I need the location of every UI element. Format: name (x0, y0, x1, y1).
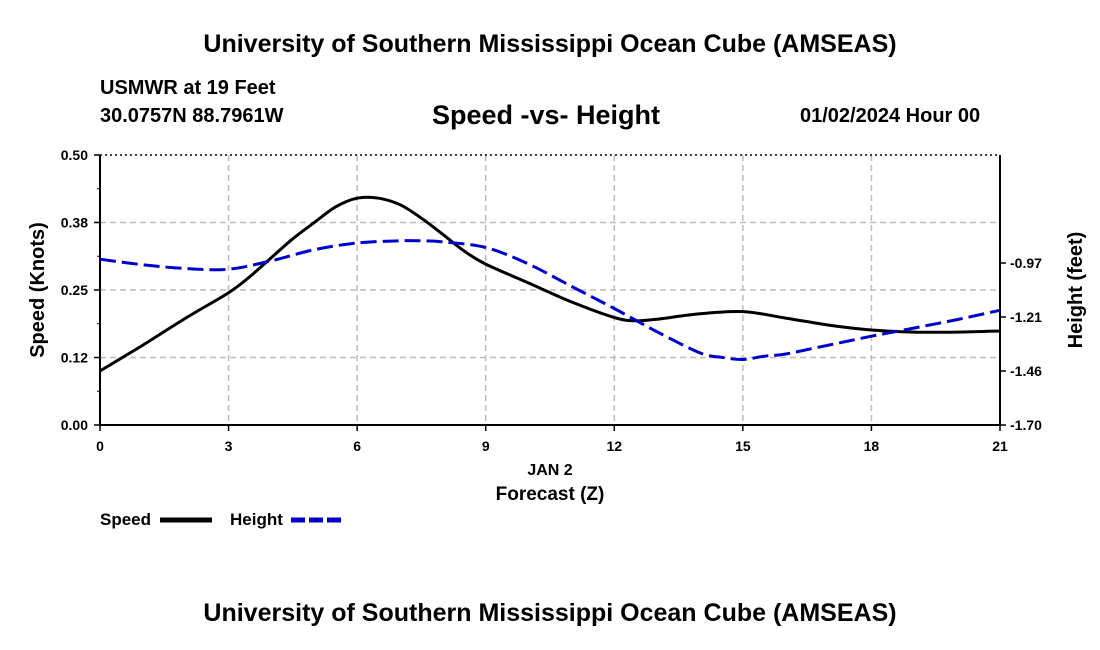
station-label: USMWR at 19 Feet (100, 77, 276, 99)
y2-tick-label: -1.46 (1010, 363, 1042, 379)
chart-footer-title: University of Southern Mississippi Ocean… (203, 599, 897, 627)
x-tick-label: 18 (864, 438, 880, 454)
x-tick-label: 9 (482, 438, 490, 454)
y-tick-label: 0.38 (61, 215, 88, 231)
x-axis-date-label: JAN 2 (527, 462, 572, 479)
coordinates-label: 30.0757N 88.7961W (100, 105, 284, 127)
y2-tick-label: -1.70 (1010, 417, 1042, 433)
legend-speed-label: Speed (100, 510, 151, 529)
y2-tick-label: -0.97 (1010, 255, 1042, 271)
grid-lines (100, 155, 1000, 425)
chart-legend: Speed Height (100, 510, 343, 529)
y-tick-label: 0.50 (61, 147, 88, 163)
y2-tick-label: -1.21 (1010, 309, 1042, 325)
y-tick-label: 0.00 (61, 417, 88, 433)
y-axis-title: Speed (Knots) (27, 222, 49, 358)
y2-axis-title: Height (feet) (1065, 232, 1087, 349)
y-tick-label: 0.12 (61, 350, 88, 366)
x-tick-label: 0 (96, 438, 104, 454)
chart-series (99, 195, 1001, 373)
series-line-height (99, 239, 1001, 362)
forecast-datetime: 01/02/2024 Hour 00 (800, 105, 981, 127)
x-tick-label: 21 (992, 438, 1008, 454)
y-tick-label: 0.25 (61, 282, 88, 298)
x-axis-title: Forecast (Z) (496, 484, 605, 505)
x-tick-label: 3 (225, 438, 233, 454)
x-tick-label: 6 (353, 438, 361, 454)
legend-height-label: Height (230, 510, 283, 529)
chart-subtitle: Speed -vs- Height (432, 100, 661, 130)
chart-axes (94, 154, 1006, 431)
x-tick-label: 12 (606, 438, 622, 454)
chart-labels: JAN 2 Forecast (Z) Speed (Knots) Height … (27, 147, 1087, 505)
x-tick-label: 15 (735, 438, 751, 454)
series-line-speed (99, 195, 1001, 373)
chart-main-title: University of Southern Mississippi Ocean… (203, 30, 897, 58)
